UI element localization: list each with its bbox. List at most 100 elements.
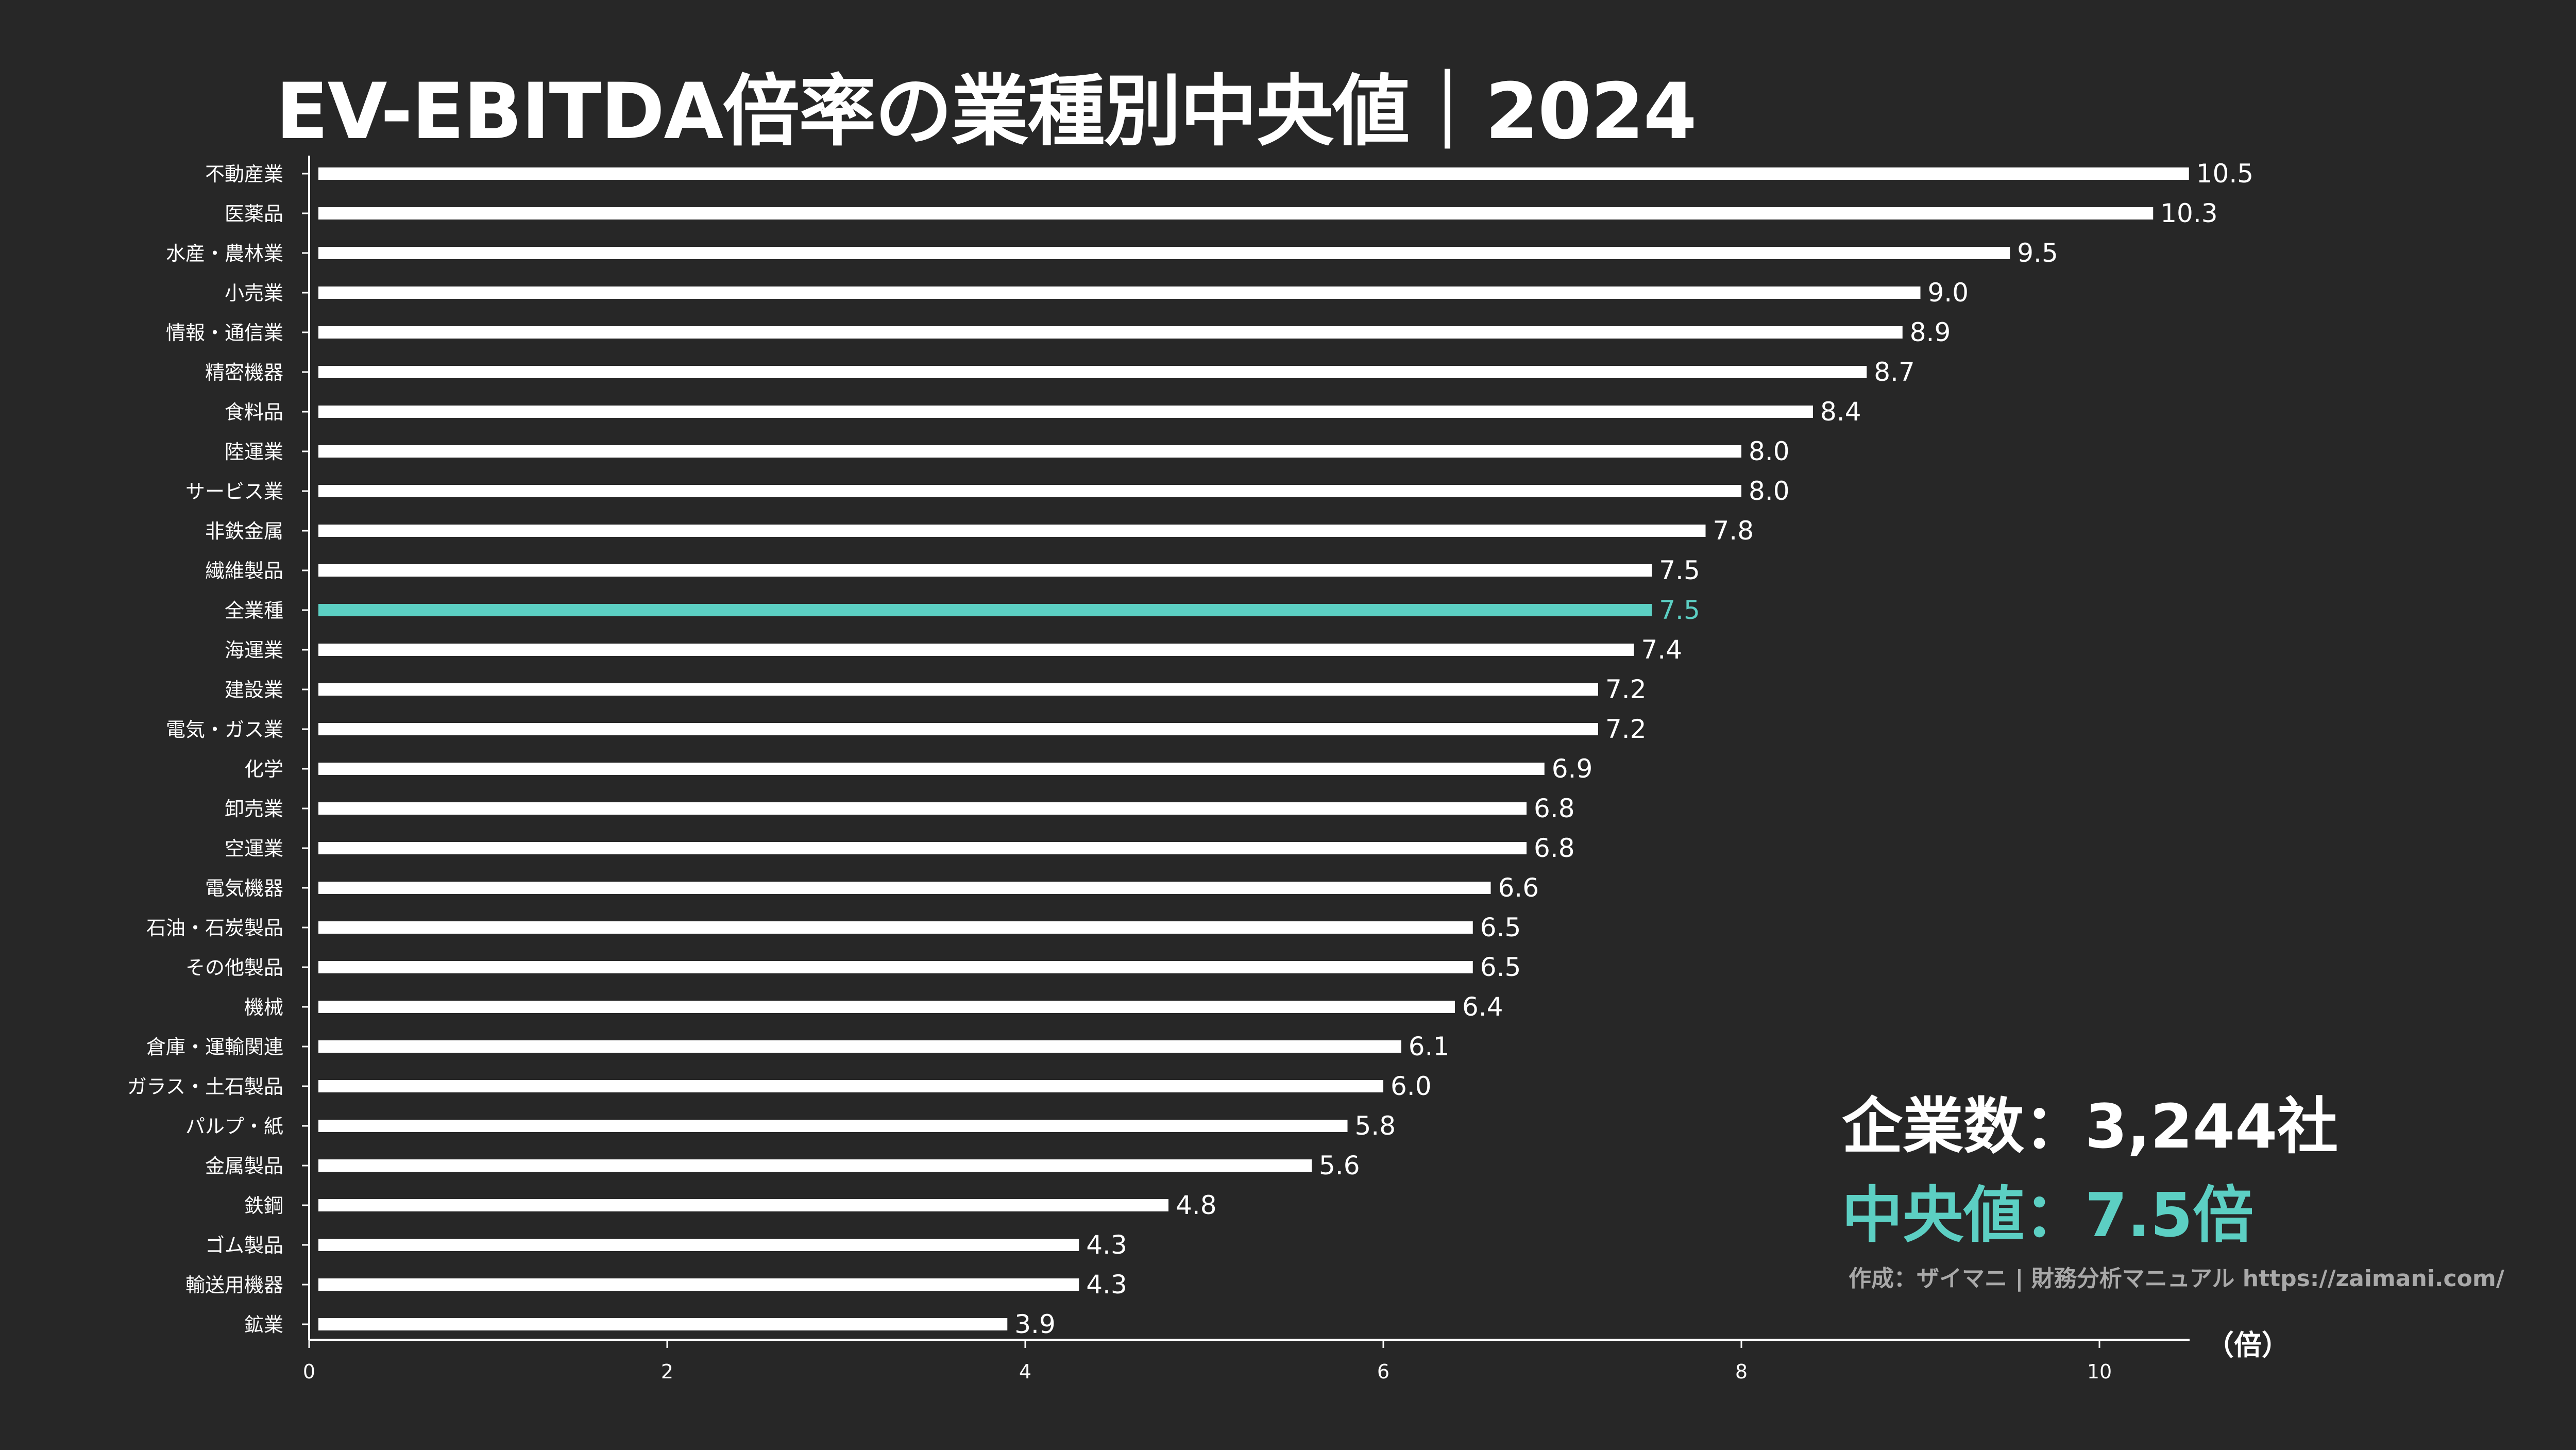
- data-label: 3.9: [1014, 1309, 1056, 1339]
- data-label: 7.4: [1641, 635, 1683, 665]
- x-tick-label: 6: [1377, 1360, 1389, 1383]
- category-label: 建設業: [225, 679, 283, 701]
- data-label: 7.8: [1713, 516, 1754, 546]
- category-label: 鉄鋼: [244, 1194, 283, 1217]
- bar: [318, 1199, 1168, 1211]
- bar: [318, 802, 1527, 815]
- data-label: 6.4: [1462, 992, 1503, 1022]
- x-tick-label: 0: [303, 1360, 315, 1383]
- bar: [318, 1159, 1312, 1172]
- category-label: 鉱業: [244, 1313, 283, 1336]
- data-label: 6.5: [1480, 952, 1521, 982]
- category-label: 医薬品: [225, 203, 283, 225]
- bar: [318, 1080, 1383, 1092]
- data-label: 8.0: [1749, 476, 1790, 506]
- x-axis-unit-label: （倍）: [2206, 1329, 2290, 1361]
- x-tick-label: 10: [2087, 1360, 2112, 1383]
- category-label: 輸送用機器: [185, 1274, 283, 1296]
- category-label: 繊維製品: [205, 560, 283, 582]
- category-label: パルプ・紙: [185, 1115, 283, 1138]
- data-label: 6.6: [1498, 873, 1539, 903]
- bar: [318, 564, 1652, 577]
- category-label: 全業種: [225, 599, 283, 622]
- data-label: 6.0: [1391, 1071, 1432, 1101]
- data-label: 10.5: [2196, 159, 2253, 189]
- credit-text: 作成：ザイマニ | 財務分析マニュアル https://zaimani.com/: [1849, 1266, 2504, 1292]
- category-label: 倉庫・運輸関連: [146, 1036, 283, 1058]
- bar: [318, 406, 1813, 418]
- category-label: 不動産業: [205, 163, 283, 186]
- data-label: 9.0: [1928, 278, 1969, 308]
- data-label: 4.3: [1086, 1270, 1127, 1300]
- data-label: 5.8: [1355, 1111, 1396, 1141]
- company-count: 企業数：3,244社: [1842, 1091, 2338, 1162]
- data-label: 4.3: [1086, 1230, 1127, 1260]
- median-value: 中央値：7.5倍: [1842, 1179, 2254, 1251]
- category-label: 非鉄金属: [205, 520, 283, 543]
- bar: [318, 1120, 1348, 1132]
- data-label: 8.4: [1820, 397, 1861, 427]
- data-label: 7.2: [1605, 714, 1647, 744]
- chart-title: EV-EBITDA倍率の業種別中央値｜2024: [276, 67, 1697, 157]
- category-label: 小売業: [225, 282, 283, 305]
- data-label: 8.7: [1874, 357, 1915, 387]
- category-label: 水産・農林業: [166, 242, 283, 265]
- data-label: 9.5: [2017, 238, 2058, 268]
- bar: [318, 1001, 1455, 1013]
- bar: [318, 961, 1473, 973]
- bar: [318, 247, 2010, 259]
- category-label: 精密機器: [205, 361, 283, 384]
- category-label: 電気・ガス業: [166, 718, 283, 741]
- data-label: 8.9: [1910, 317, 1951, 347]
- bar: [318, 683, 1598, 696]
- bar: [318, 207, 2154, 220]
- category-label: その他製品: [185, 956, 283, 979]
- bar: [318, 1278, 1079, 1291]
- data-label: 4.8: [1176, 1190, 1217, 1220]
- bar: [318, 1040, 1401, 1053]
- bar: [318, 286, 1921, 299]
- bar: [318, 604, 1652, 616]
- category-label: 空運業: [225, 837, 283, 860]
- category-label: 化学: [244, 758, 283, 781]
- data-label: 6.8: [1534, 833, 1575, 863]
- data-label: 7.2: [1605, 675, 1647, 704]
- bar: [318, 763, 1545, 775]
- x-tick-label: 4: [1019, 1360, 1031, 1383]
- bar: [318, 842, 1527, 854]
- category-label: 機械: [244, 996, 283, 1019]
- category-label: 情報・通信業: [166, 322, 283, 344]
- bar: [318, 445, 1741, 458]
- bar: [318, 485, 1741, 497]
- bar: [318, 644, 1634, 656]
- category-label: 陸運業: [225, 441, 283, 463]
- bar: [318, 882, 1491, 894]
- data-label: 6.8: [1534, 794, 1575, 823]
- category-label: 食料品: [225, 401, 283, 424]
- data-label: 6.9: [1552, 754, 1593, 784]
- bar: [318, 326, 1903, 339]
- bar: [318, 1239, 1079, 1251]
- category-label: 金属製品: [205, 1155, 283, 1177]
- bar: [318, 921, 1473, 934]
- bar: [318, 1318, 1008, 1330]
- bar: [318, 366, 1867, 378]
- bar: [318, 525, 1706, 537]
- data-label: 7.5: [1659, 555, 1700, 585]
- category-label: 石油・石炭製品: [146, 917, 283, 939]
- category-label: 海運業: [225, 639, 283, 662]
- bar: [318, 723, 1598, 735]
- category-label: ゴム製品: [205, 1234, 283, 1257]
- category-label: 電気機器: [205, 877, 283, 900]
- data-label: 6.5: [1480, 913, 1521, 942]
- data-label: 8.0: [1749, 436, 1790, 466]
- data-label: 7.5: [1659, 595, 1700, 625]
- bar: [318, 167, 2189, 180]
- category-label: サービス業: [185, 480, 283, 503]
- category-label: 卸売業: [225, 798, 283, 820]
- data-label: 5.6: [1319, 1151, 1360, 1181]
- data-label: 6.1: [1409, 1032, 1450, 1061]
- category-label: ガラス・土石製品: [127, 1075, 283, 1098]
- data-label: 10.3: [2160, 198, 2217, 228]
